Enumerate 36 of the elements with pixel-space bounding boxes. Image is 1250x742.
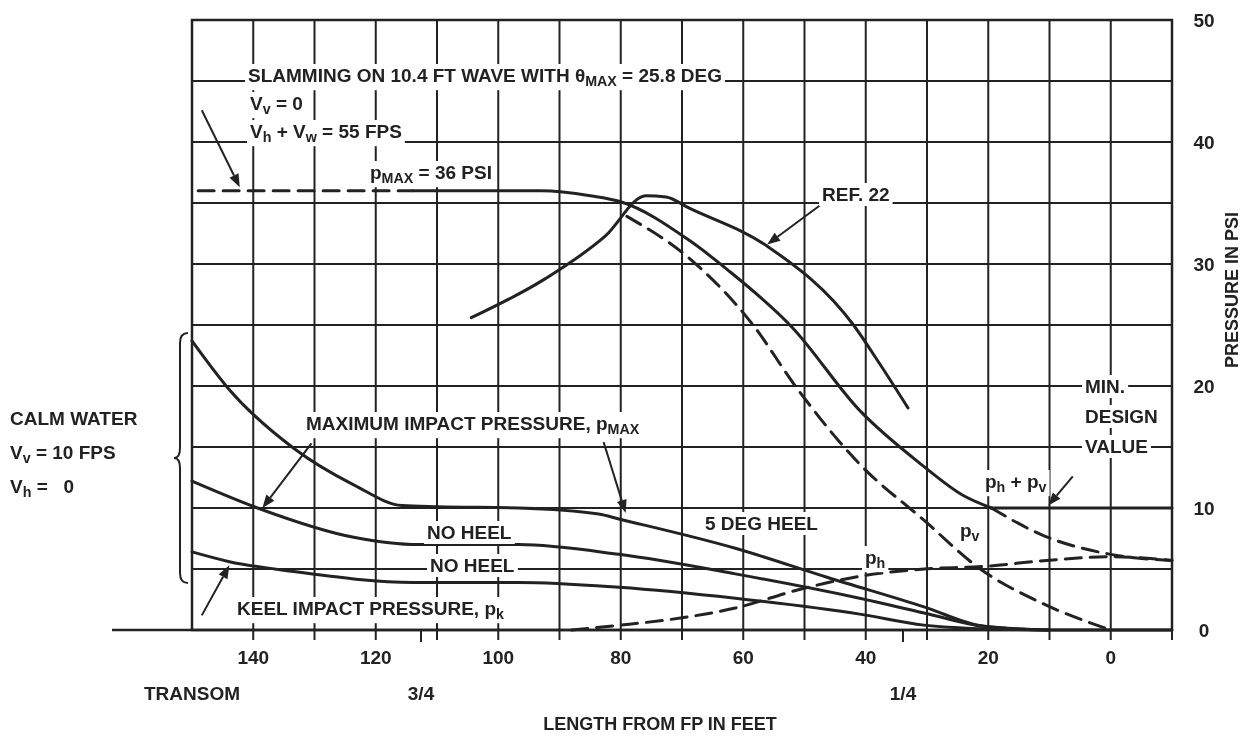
- annotation: REF. 22: [822, 184, 890, 205]
- annotation: p$_{v}$: [960, 520, 980, 545]
- annotation: p$_{h}$: [865, 547, 886, 572]
- annotation: 5 DEG HEEL: [705, 513, 819, 534]
- x-tick-label: 100: [482, 647, 515, 668]
- x-axis-title: LENGTH FROM FP IN FEET: [543, 714, 777, 734]
- x-tick-label: 0: [1105, 647, 1117, 668]
- text: 1/4: [889, 683, 917, 704]
- text: TRANSOM: [143, 683, 241, 704]
- annotation: NO HEEL: [430, 555, 515, 576]
- x-tick-label: 40: [855, 647, 877, 668]
- x-tick-label: 140: [237, 647, 270, 668]
- y-axis-title: PRESSURE IN PSI: [1222, 211, 1242, 369]
- annotation: KEEL IMPACT PRESSURE, p$_{k}$: [237, 598, 504, 623]
- annotation: V$_{h}$ + V$_{w}$ = 55 FPS: [250, 121, 402, 146]
- y-tick-label: 10: [1193, 498, 1215, 519]
- text: CALM WATER: [10, 408, 138, 429]
- text: SLAMMING ON 10.4 FT WAVE WITH θ$_{MAX}$ = 25.8 DEG: [248, 65, 722, 90]
- annotation: NO HEEL: [427, 522, 512, 543]
- text: V$_{h}$ = 0: [10, 476, 75, 501]
- x-tick-label: 20: [977, 647, 999, 668]
- y-tick-label: 20: [1193, 376, 1215, 397]
- y-tick-label: 30: [1193, 254, 1215, 275]
- annotation: V$_{v}$ = 0: [250, 93, 303, 118]
- x-tick-label: 80: [610, 647, 632, 668]
- y-tick-label: 0: [1198, 620, 1210, 641]
- y-tick-label: 50: [1193, 10, 1215, 31]
- text: V$_{v}$ = 10 FPS: [10, 442, 116, 467]
- y-tick-label: 40: [1193, 132, 1215, 153]
- annotation: MAXIMUM IMPACT PRESSURE, p$_{MAX}$: [306, 413, 640, 438]
- annotation: MIN. DESIGN VALUE: [1085, 376, 1158, 457]
- x-tick-label: 120: [359, 647, 392, 668]
- text: 3/4: [407, 683, 435, 704]
- x-tick-label: 60: [732, 647, 754, 668]
- annotation: p$_{MAX}$ = 36 PSI: [370, 162, 492, 187]
- annotation: p$_{h}$ + p$_{v}$: [985, 471, 1047, 496]
